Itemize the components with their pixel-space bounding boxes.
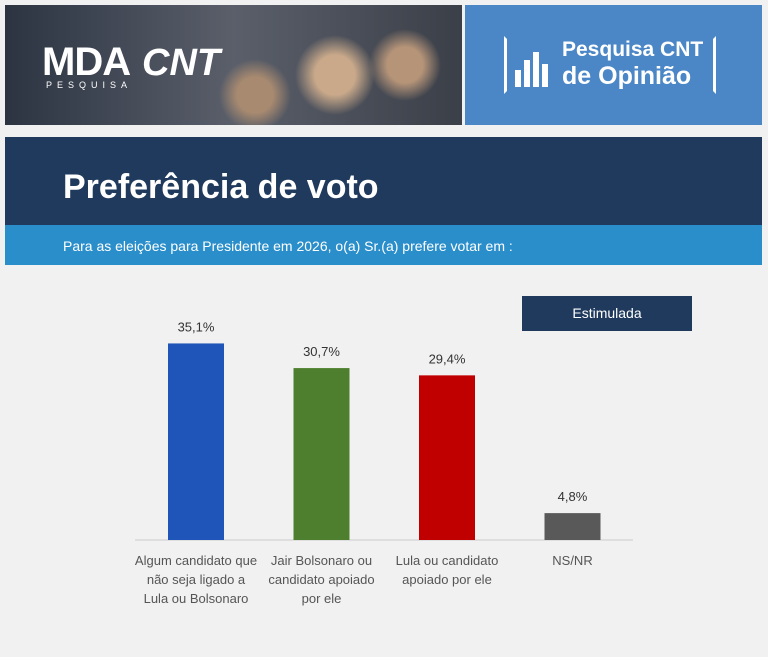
- value-label: 35,1%: [178, 319, 215, 334]
- page-subtitle: Para as eleições para Presidente em 2026…: [63, 238, 513, 254]
- title-band: [5, 137, 762, 225]
- bar: [168, 343, 224, 540]
- value-label: 30,7%: [303, 344, 340, 359]
- category-label: Algum candidato que não seja ligado a Lu…: [134, 553, 258, 606]
- category-label: Lula ou candidato apoiado por ele: [395, 553, 499, 587]
- category-label: Jair Bolsonaro ou candidato apoiado por …: [268, 553, 375, 606]
- value-label: 4,8%: [558, 489, 588, 504]
- survey-title: Pesquisa CNT: [562, 38, 704, 61]
- survey-title: de Opinião: [562, 62, 692, 90]
- bar: [544, 513, 601, 540]
- page-title: Preferência de voto: [63, 168, 379, 206]
- partner-logo: CNT: [142, 42, 221, 84]
- brand-subtitle: PESQUISA: [46, 80, 133, 90]
- badge: Estimulada: [522, 296, 692, 331]
- category-label: NS/NR: [552, 553, 593, 568]
- brand-logo: MDA: [42, 40, 131, 84]
- subtitle-band: [5, 225, 762, 265]
- bar: [419, 375, 475, 540]
- header-photo: [5, 5, 462, 125]
- bar: [293, 368, 350, 540]
- survey-frame: [504, 36, 716, 94]
- value-label: 29,4%: [429, 351, 466, 366]
- survey-box: [465, 5, 762, 125]
